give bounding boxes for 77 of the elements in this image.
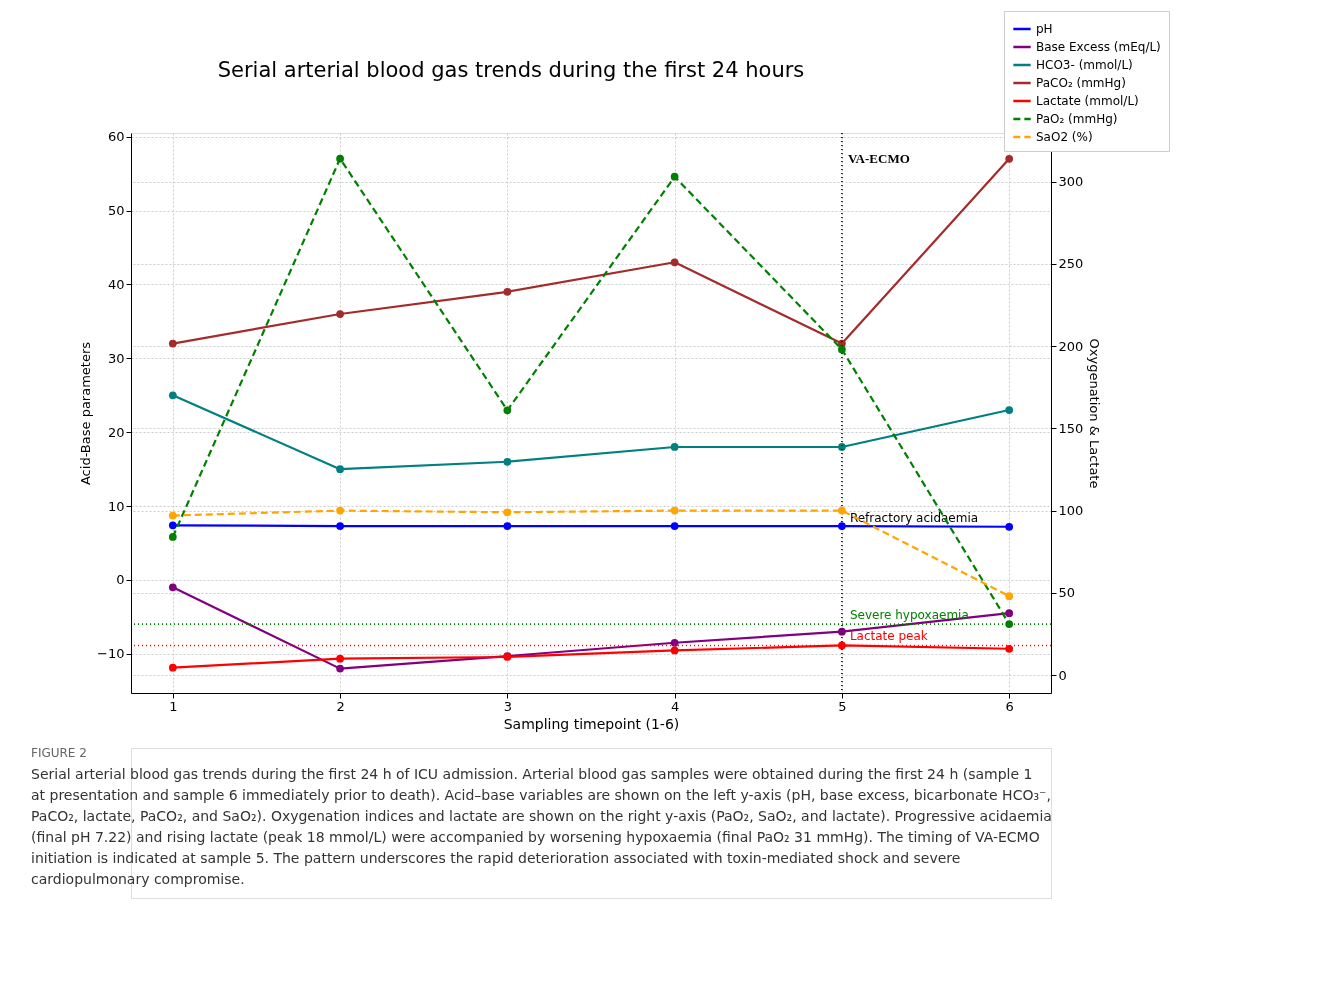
- x-tick-label: 6: [1005, 698, 1014, 714]
- point: [503, 457, 512, 466]
- point: [336, 465, 344, 474]
- point: [503, 508, 512, 517]
- point: [670, 506, 679, 515]
- y-tick-label: 20: [107, 424, 125, 440]
- point: [336, 154, 344, 163]
- y-tick-label: −10: [97, 646, 125, 662]
- x-tick-label: 3: [503, 698, 512, 714]
- point: [1005, 406, 1014, 414]
- point: [168, 663, 177, 672]
- point: [670, 443, 679, 451]
- point: [1005, 522, 1014, 531]
- point: [503, 406, 512, 415]
- x-tick-label: 5: [838, 698, 847, 714]
- x-tick-label: 2: [336, 698, 345, 714]
- point: [503, 522, 512, 530]
- ref-line-label: VA-ECMO: [847, 151, 910, 166]
- point: [336, 506, 344, 515]
- y2-tick-label: 0: [1058, 667, 1067, 683]
- point: [336, 654, 344, 663]
- point: [670, 646, 679, 655]
- x-axis-title: Sampling timepoint (1-6): [503, 715, 680, 732]
- point: [168, 339, 177, 348]
- y-axis-title: Acid-Base parameters: [78, 341, 94, 486]
- y2-tick-label: 100: [1058, 503, 1084, 519]
- y-tick-label: 60: [107, 129, 125, 145]
- legend-label: Lactate (mmol/L): [1036, 94, 1139, 108]
- point: [838, 443, 846, 451]
- y-tick-label: 40: [107, 276, 125, 292]
- point: [838, 345, 846, 354]
- point: [336, 522, 344, 530]
- ref-line-label: Lactate peak: [849, 629, 928, 644]
- y2-tick-label: 250: [1058, 256, 1084, 272]
- text: Serial arterial blood gas trends during the first 24 h of ICU admission. Arterial blood gas samples were obtained during the first 24 h (sample 1 at presentation and sample 6 immediately prior to death). Acid–base variables are shown on the left y-axis (pH, base excess, bicarbonate HCO₃⁻, PaCO₂, lactate, PaCO₂, and SaO₂). Oxygenation indices and lactate are shown on the right y-axis (PaO₂, SaO₂, and lactate). Progressive acidaemia (final pH 7.22) and rising lactate (peak 18 mmol/L) were accompanied by worsening hypoxaemia (final PaO₂ 31 mmHg). The timing of VA-ECMO initiation is indicated at sample 5. The pattern underscores the rapid deterioration associated with toxin-mediated shock and severe cardiopulmonary compromise.: [31, 766, 1052, 887]
- annotation: Refractory acidaemia: [849, 511, 979, 526]
- legend-label: PaO₂ (mmHg): [1036, 112, 1118, 126]
- point: [336, 310, 344, 318]
- point: [1005, 620, 1014, 628]
- legend-label: HCO3- (mmol/L): [1036, 58, 1133, 72]
- legend-label: PaCO₂ (mmHg): [1036, 76, 1126, 90]
- point: [168, 533, 177, 541]
- y2-tick-label: 300: [1058, 174, 1084, 190]
- point: [168, 391, 177, 400]
- x-tick-label: 1: [169, 698, 178, 714]
- legend-label: SaO2 (%): [1036, 130, 1093, 144]
- y-tick-label: 10: [107, 498, 125, 514]
- ref-line-label: Severe hypoxaemia: [849, 608, 969, 623]
- point: [1005, 592, 1014, 600]
- point: [1005, 644, 1014, 653]
- y-tick-label: 50: [107, 203, 125, 219]
- y2-tick-label: 150: [1058, 420, 1084, 436]
- y-tick-label: 0: [116, 572, 125, 588]
- point: [168, 511, 177, 520]
- caption: FIGURE 2: [31, 746, 87, 760]
- point: [336, 664, 344, 673]
- point: [1005, 609, 1014, 618]
- y2-tick-label: 50: [1058, 585, 1076, 601]
- point: [670, 258, 679, 267]
- chart-title: Serial arterial blood gas trends during the first 24 hours: [217, 57, 805, 82]
- y2-axis-title: Oxygenation & Lactate: [1087, 338, 1103, 489]
- x-tick-label: 4: [671, 698, 680, 714]
- point: [670, 522, 679, 530]
- point: [838, 522, 846, 530]
- point: [670, 172, 679, 181]
- legend-label: Base Excess (mEq/L): [1036, 40, 1161, 54]
- point: [838, 641, 846, 650]
- point: [503, 287, 512, 296]
- point: [1005, 154, 1014, 163]
- y-tick-label: 30: [107, 350, 125, 366]
- point: [670, 638, 679, 647]
- legend-label: pH: [1036, 22, 1053, 36]
- point: [838, 627, 846, 636]
- point: [838, 506, 846, 515]
- point: [168, 583, 177, 592]
- point: [168, 521, 177, 530]
- y2-tick-label: 200: [1058, 338, 1084, 354]
